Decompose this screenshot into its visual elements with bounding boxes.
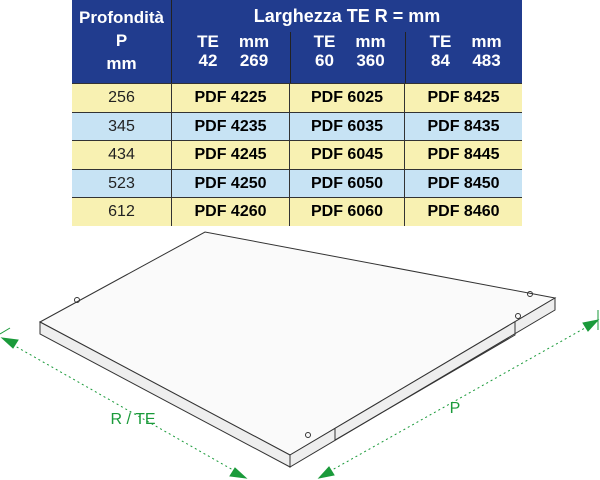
table-row: 256 PDF 4225 PDF 6025 PDF 8425 xyxy=(72,83,522,112)
column-header: TE mm 42 269 xyxy=(172,32,291,83)
te-label: TE xyxy=(429,32,452,51)
depth-value: 345 xyxy=(72,112,172,141)
te-label: TE xyxy=(197,32,219,51)
width-header: Larghezza TE R = mm TE mm 42 269 TE mm 60 360 TE m… xyxy=(172,0,522,83)
product-code: PDF 8445 xyxy=(427,146,500,164)
plate xyxy=(38,231,557,468)
depth-value: 256 xyxy=(72,84,172,112)
mm-label: mm xyxy=(238,32,270,51)
hole xyxy=(74,297,80,303)
product-code: PDF 4235 xyxy=(172,112,290,141)
mm-label: mm xyxy=(471,32,502,51)
header-line: 42 269 xyxy=(172,51,290,70)
product-code: PDF 8450 xyxy=(427,174,500,192)
hole xyxy=(515,313,521,319)
header-line: Profondità xyxy=(79,8,164,27)
header-line: 60 360 xyxy=(290,51,405,70)
extension xyxy=(0,327,11,335)
depth-value: 434 xyxy=(72,141,172,170)
header-line: TE mm xyxy=(290,32,405,51)
header-line: P xyxy=(115,31,128,50)
product-code: PDF 6035 xyxy=(290,112,405,141)
product-code: PDF 6060 xyxy=(290,198,405,227)
te-label: TE xyxy=(313,32,336,51)
dimension-line xyxy=(324,323,593,475)
product-code: PDF 6050 xyxy=(290,169,405,198)
product-code: PDF 8425 xyxy=(427,89,500,106)
product-code: PDF 8460 xyxy=(427,203,500,221)
product-code: PDF 4250 xyxy=(172,169,290,198)
arrow xyxy=(317,466,335,479)
depth-label: P xyxy=(450,400,461,417)
product-code: PDF 8435 xyxy=(427,117,500,135)
arrow xyxy=(0,337,19,349)
plate-fold xyxy=(334,322,516,441)
dimensions xyxy=(0,310,600,479)
product-code: PDF 4260 xyxy=(172,198,290,227)
depth-value: 612 xyxy=(72,198,172,227)
header-line: mm xyxy=(106,54,137,73)
arrow xyxy=(582,319,600,332)
header-line: 84 483 xyxy=(405,51,522,70)
mm-value: 269 xyxy=(239,51,269,70)
product-code: PDF 6025 xyxy=(290,84,405,112)
te-value: 42 xyxy=(198,51,218,70)
te-value: 84 xyxy=(431,51,450,70)
header-line: TE mm xyxy=(172,32,290,51)
hole xyxy=(527,291,533,297)
column-header: TE mm 84 483 xyxy=(405,32,522,70)
product-code: PDF 4225 xyxy=(172,84,290,112)
product-code: PDF 4245 xyxy=(172,141,290,170)
mm-value: 360 xyxy=(356,51,385,70)
plate-flange-left xyxy=(39,321,291,468)
width-title: Larghezza TE R = mm xyxy=(253,6,441,26)
depth-value: 523 xyxy=(72,169,172,198)
te-value: 60 xyxy=(315,51,334,70)
table-row: 612 PDF 4260 PDF 6060 PDF 8460 xyxy=(72,197,522,227)
mm-value: 483 xyxy=(472,51,501,70)
table-row: 523 PDF 4250 PDF 6050 PDF 8450 xyxy=(72,168,522,198)
hole xyxy=(305,432,311,438)
table-row: 345 PDF 4235 PDF 6035 PDF 8435 xyxy=(72,111,522,141)
table-row: 434 PDF 4245 PDF 6045 PDF 8445 xyxy=(72,140,522,170)
header-line: TE mm xyxy=(405,32,522,51)
column-header: TE mm 60 360 xyxy=(290,32,406,83)
mm-label: mm xyxy=(355,32,386,51)
arrow xyxy=(229,467,248,479)
width-label: R / TE xyxy=(110,411,155,428)
product-code: PDF 6045 xyxy=(290,141,405,170)
